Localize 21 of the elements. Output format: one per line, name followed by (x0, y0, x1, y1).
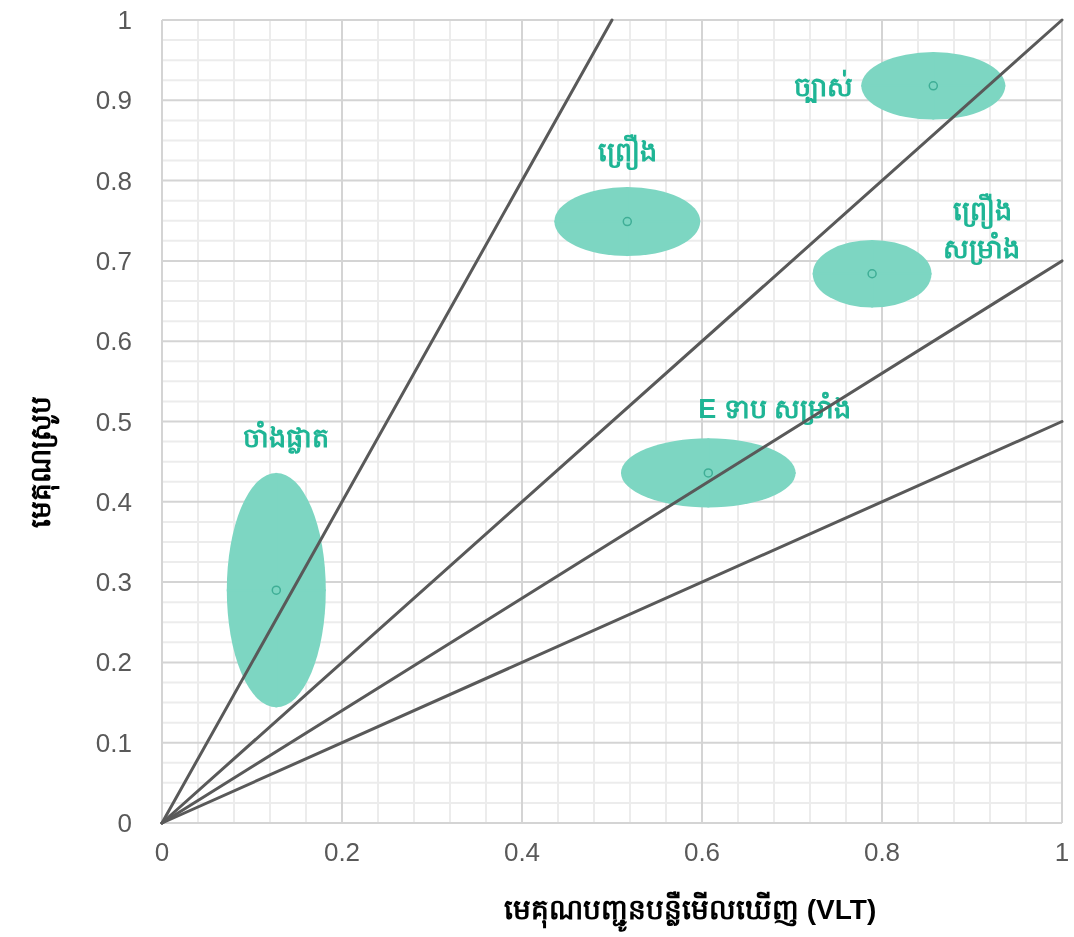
y-tick-label: 0.5 (95, 406, 132, 437)
x-axis-title: មេគុណបញ្ជូនបន្លឺមើលឃើញ (VLT) (503, 890, 878, 932)
x-tick-label: 0.2 (323, 837, 361, 867)
y-tick-label: 0.7 (95, 245, 132, 276)
y-tick-label: 0.3 (95, 567, 132, 598)
x-tick-label: 0.4 (503, 837, 541, 867)
y-tick-label: 0.9 (95, 85, 132, 116)
y-tick-label: 0.8 (95, 165, 132, 196)
series-ចាំងផ្លាត: ចាំងផ្លាត (225, 422, 330, 709)
y-tick-label: 0.1 (95, 727, 132, 758)
x-tick-label: 0 (154, 837, 170, 867)
y-tick-label: 1 (117, 5, 132, 35)
x-tick-label: 1 (1054, 837, 1070, 867)
series-ច្បាស់: ច្បាស់ (794, 51, 1007, 121)
y-tick-label: 0.4 (95, 486, 132, 517)
x-tick-label: 0.6 (683, 837, 721, 867)
y-tick-label: 0.2 (95, 647, 132, 678)
y-tick-label: 0.6 (95, 326, 132, 357)
x-tick-label: 0.8 (863, 837, 901, 867)
y-tick-label: 0 (117, 808, 132, 838)
y-axis-title: មេគុណស្រូប (25, 395, 60, 528)
